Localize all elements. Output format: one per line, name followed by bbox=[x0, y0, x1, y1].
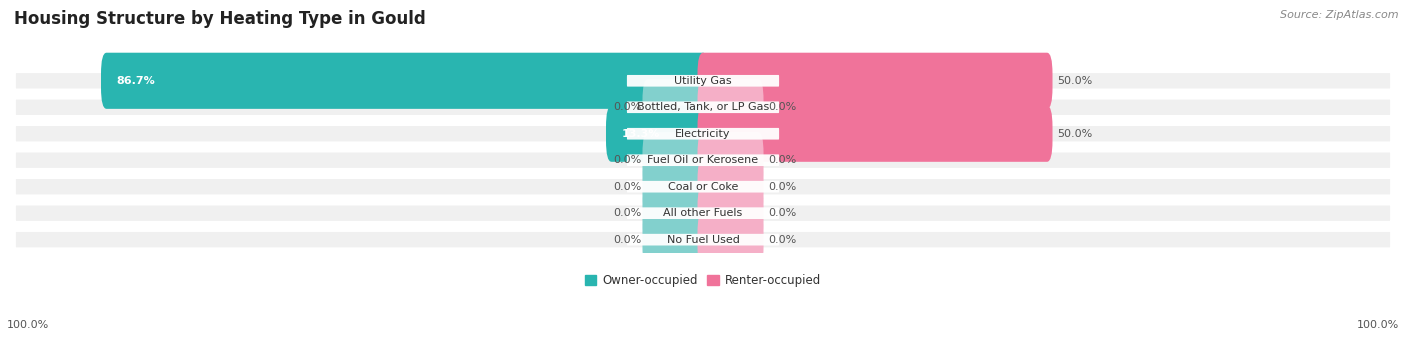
FancyBboxPatch shape bbox=[627, 101, 779, 113]
FancyBboxPatch shape bbox=[627, 154, 779, 166]
Text: 0.0%: 0.0% bbox=[613, 235, 641, 245]
FancyBboxPatch shape bbox=[697, 106, 1053, 162]
Text: 0.0%: 0.0% bbox=[613, 208, 641, 218]
FancyBboxPatch shape bbox=[643, 79, 709, 135]
FancyBboxPatch shape bbox=[15, 125, 1391, 142]
FancyBboxPatch shape bbox=[606, 106, 709, 162]
FancyBboxPatch shape bbox=[697, 132, 763, 188]
FancyBboxPatch shape bbox=[697, 79, 763, 135]
FancyBboxPatch shape bbox=[15, 72, 1391, 89]
Text: 13.3%: 13.3% bbox=[621, 129, 661, 139]
FancyBboxPatch shape bbox=[643, 132, 709, 188]
Text: 50.0%: 50.0% bbox=[1057, 129, 1092, 139]
FancyBboxPatch shape bbox=[627, 207, 779, 219]
Text: Source: ZipAtlas.com: Source: ZipAtlas.com bbox=[1281, 10, 1399, 20]
FancyBboxPatch shape bbox=[643, 185, 709, 241]
Text: Housing Structure by Heating Type in Gould: Housing Structure by Heating Type in Gou… bbox=[14, 10, 426, 28]
Text: 86.7%: 86.7% bbox=[117, 76, 156, 86]
Text: Coal or Coke: Coal or Coke bbox=[668, 182, 738, 192]
FancyBboxPatch shape bbox=[101, 53, 709, 109]
FancyBboxPatch shape bbox=[697, 211, 763, 268]
FancyBboxPatch shape bbox=[15, 152, 1391, 169]
Text: 50.0%: 50.0% bbox=[1057, 76, 1092, 86]
Text: 0.0%: 0.0% bbox=[768, 102, 797, 112]
FancyBboxPatch shape bbox=[627, 234, 779, 245]
Text: 100.0%: 100.0% bbox=[7, 320, 49, 330]
Text: 0.0%: 0.0% bbox=[613, 155, 641, 165]
Text: Fuel Oil or Kerosene: Fuel Oil or Kerosene bbox=[647, 155, 759, 165]
FancyBboxPatch shape bbox=[697, 159, 763, 215]
Text: 0.0%: 0.0% bbox=[613, 102, 641, 112]
FancyBboxPatch shape bbox=[15, 99, 1391, 116]
FancyBboxPatch shape bbox=[627, 75, 779, 87]
FancyBboxPatch shape bbox=[15, 178, 1391, 195]
Text: 0.0%: 0.0% bbox=[768, 155, 797, 165]
FancyBboxPatch shape bbox=[627, 128, 779, 139]
FancyBboxPatch shape bbox=[627, 181, 779, 192]
Text: 0.0%: 0.0% bbox=[768, 235, 797, 245]
Text: 0.0%: 0.0% bbox=[768, 208, 797, 218]
FancyBboxPatch shape bbox=[643, 159, 709, 215]
Text: Electricity: Electricity bbox=[675, 129, 731, 139]
FancyBboxPatch shape bbox=[15, 231, 1391, 249]
Text: All other Fuels: All other Fuels bbox=[664, 208, 742, 218]
Text: 100.0%: 100.0% bbox=[1357, 320, 1399, 330]
Text: 0.0%: 0.0% bbox=[613, 182, 641, 192]
Text: No Fuel Used: No Fuel Used bbox=[666, 235, 740, 245]
Legend: Owner-occupied, Renter-occupied: Owner-occupied, Renter-occupied bbox=[579, 269, 827, 292]
FancyBboxPatch shape bbox=[15, 204, 1391, 222]
Text: Utility Gas: Utility Gas bbox=[675, 76, 731, 86]
FancyBboxPatch shape bbox=[697, 53, 1053, 109]
FancyBboxPatch shape bbox=[643, 211, 709, 268]
FancyBboxPatch shape bbox=[697, 185, 763, 241]
Text: Bottled, Tank, or LP Gas: Bottled, Tank, or LP Gas bbox=[637, 102, 769, 112]
Text: 0.0%: 0.0% bbox=[768, 182, 797, 192]
